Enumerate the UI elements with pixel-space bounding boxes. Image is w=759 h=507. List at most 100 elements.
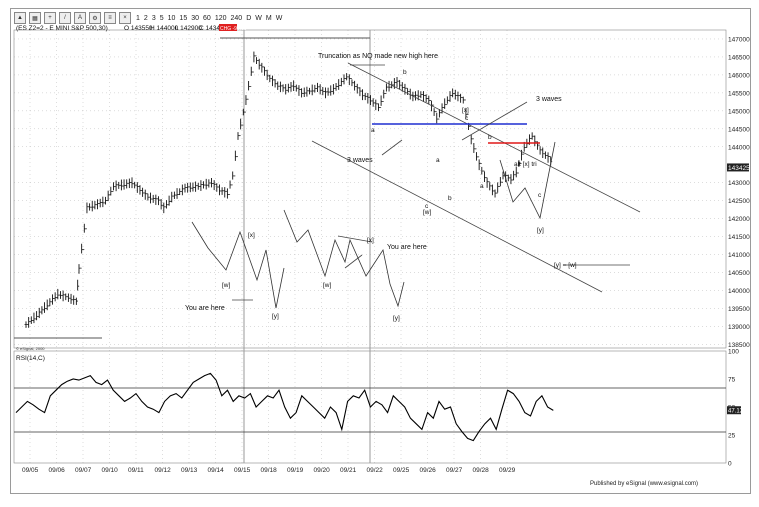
timeframe-option[interactable]: D: [246, 14, 252, 22]
date-tick-label: 09/26: [420, 467, 437, 474]
price-tick-label: 143000: [728, 180, 750, 187]
price-tick-label: 144000: [728, 144, 750, 151]
toolbar: ▲ ▦ + / A ⚙ ≡ × 1 2 3 5 10 15 30 60 120 240 D W M W: [14, 11, 284, 25]
date-tick-label: 09/06: [49, 467, 66, 474]
three-waves-arrow: [461, 101, 528, 141]
projection-path-2: [283, 209, 405, 308]
alt-x-tri-annotation: alt [x] tri: [514, 161, 537, 168]
price-tick-label: 142500: [728, 198, 750, 205]
wave-label: [x]: [367, 237, 374, 244]
timeframe-option[interactable]: 120: [214, 14, 227, 22]
three-waves-left-arrow: [381, 139, 403, 156]
timeframe-option[interactable]: 3: [151, 14, 156, 22]
open-label: O 143550: [124, 25, 153, 32]
wave-label: [y]: [537, 227, 544, 234]
price-tick-label: 139000: [728, 324, 750, 331]
y-equals-w-annotation: [y] = [w]: [554, 262, 577, 269]
high-label: H 144000: [150, 25, 179, 32]
bars-icon[interactable]: ≡: [104, 12, 116, 24]
timeframe-option[interactable]: 2: [143, 14, 148, 22]
timeframe-option[interactable]: M: [265, 14, 272, 22]
wave-label: [x]: [462, 107, 469, 114]
price-axis: 147000 146500 146000 145500 145000 144500 1440…: [727, 36, 750, 349]
change-badge: [219, 24, 237, 31]
rsi-tick-label: 75: [728, 377, 736, 384]
wave-label: b: [448, 195, 452, 202]
timeframe-option[interactable]: W: [275, 14, 283, 22]
wave-label: c: [425, 203, 429, 210]
grid-icon[interactable]: ▦: [29, 12, 41, 24]
date-tick-label: 09/27: [446, 467, 463, 474]
date-tick-label: 09/19: [287, 467, 304, 474]
price-bars: [24, 51, 553, 328]
cross-icon[interactable]: ×: [119, 12, 131, 24]
publisher-footer: Published by eSignal (www.esignal.com): [590, 481, 699, 487]
rsi-last-label: 47.12: [728, 409, 744, 415]
price-tick-label: 140500: [728, 270, 750, 277]
date-tick-label: 09/10: [102, 467, 119, 474]
rsi-tick-label: 0: [728, 461, 732, 468]
you-are-here-annotation: You are here: [185, 305, 225, 312]
text-tool-icon[interactable]: A: [74, 12, 86, 24]
channel-upper-line: [347, 62, 641, 213]
symbol-label: (ES Z2=2 - E MINI S&P 500,30): [16, 25, 108, 32]
wave-label: [x]: [248, 232, 255, 239]
wave-label: a: [436, 157, 440, 164]
change-badge-text: CHG -99.00: [220, 26, 247, 32]
date-tick-label: 09/13: [181, 467, 198, 474]
price-tick-label: 141500: [728, 234, 750, 241]
wave-label: [y]: [272, 313, 279, 320]
timeframe-option[interactable]: 5: [159, 14, 164, 22]
date-tick-label: 09/11: [128, 467, 144, 474]
three-waves-left-annotation: 3 waves: [347, 157, 373, 164]
price-tick-label: 138500: [728, 342, 750, 349]
wave-label: a: [371, 127, 375, 134]
timeframe-option[interactable]: 1: [136, 14, 140, 22]
date-tick-label: 09/21: [340, 467, 357, 474]
date-tick-label: 09/25: [393, 467, 410, 474]
x-wave-pointer: [337, 235, 373, 243]
settings-icon[interactable]: ⚙: [89, 12, 101, 24]
date-tick-label: 09/28: [473, 467, 490, 474]
timeframe-option[interactable]: 60: [203, 14, 211, 22]
wave-label: [y]: [393, 315, 400, 322]
wave-label: b: [403, 69, 407, 76]
date-tick-label: 09/15: [234, 467, 251, 474]
projection-path-3: [499, 141, 556, 220]
date-tick-label: 09/20: [314, 467, 331, 474]
date-tick-label: 09/22: [367, 467, 384, 474]
low-label: L 142900: [175, 25, 202, 32]
you-are-here-annotation-2: You are here: [387, 244, 427, 251]
rsi-last-marker: [727, 406, 741, 415]
price-tick-label: 145000: [728, 108, 750, 115]
price-tick-label: 146500: [728, 54, 750, 61]
wave-label: c: [538, 192, 542, 199]
price-tick-label: 145500: [728, 90, 750, 97]
price-tick-label: 144500: [728, 126, 750, 133]
timeframe-option[interactable]: W: [255, 14, 262, 22]
rsi-title: RSI(14,C): [16, 355, 45, 362]
cursor-icon[interactable]: ▲: [14, 12, 26, 24]
timeframe-option[interactable]: 15: [179, 14, 188, 22]
date-axis: 09/05 09/06 09/07 09/10 09/11 09/12 09/13 09/14…: [22, 467, 516, 474]
wave-label: [w]: [323, 282, 332, 289]
price-tick-label: 142000: [728, 216, 750, 223]
timeframe-option[interactable]: 240: [230, 14, 243, 22]
last-price-label: 143425: [728, 165, 750, 172]
chart-window: [10, 8, 751, 494]
price-tick-label: 146000: [728, 72, 750, 79]
timeframe-option[interactable]: 10: [167, 14, 176, 22]
truncation-annotation: Truncation as NQ made new high here: [318, 53, 438, 60]
price-tick-label: 147000: [728, 36, 750, 43]
zoom-icon[interactable]: +: [44, 12, 56, 24]
last-price-marker: [727, 163, 749, 172]
wave-label: [w]: [222, 282, 231, 289]
wave-label: c: [465, 115, 469, 122]
rsi-tick-label: 25: [728, 433, 736, 440]
date-tick-label: 09/07: [75, 467, 92, 474]
timeframe-option[interactable]: 30: [191, 14, 200, 22]
line-tool-icon[interactable]: /: [59, 12, 71, 24]
copyright-label: © eSignal, 2000: [16, 346, 45, 351]
timeframe-selector: 1 2 3 5 10 15 30 60 120 240 D W M W: [134, 15, 284, 22]
